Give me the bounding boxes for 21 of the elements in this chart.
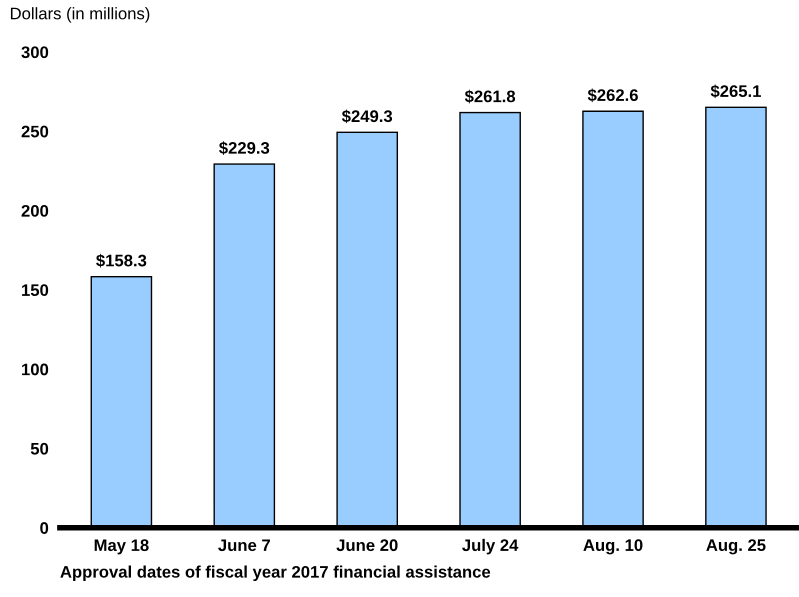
data-label: $262.6 bbox=[588, 88, 638, 102]
data-label: $158.3 bbox=[96, 254, 146, 268]
x-tick-label: Aug. 10 bbox=[583, 539, 642, 554]
x-tick-label: May 18 bbox=[94, 539, 149, 554]
x-axis-title: Approval dates of fiscal year 2017 financial assistance bbox=[60, 566, 490, 582]
data-label: $229.3 bbox=[219, 141, 270, 155]
x-tick-label: June 7 bbox=[218, 539, 270, 552]
y-tick-label: 300 bbox=[21, 46, 48, 58]
y-tick-label: 250 bbox=[22, 126, 48, 138]
data-label: $265.1 bbox=[710, 84, 761, 98]
y-tick-label: 50 bbox=[30, 442, 48, 455]
x-tick-label: June 20 bbox=[336, 539, 398, 552]
x-tick-label: July 24 bbox=[462, 538, 518, 554]
data-label: $249.3 bbox=[342, 110, 392, 124]
y-tick-label: 0 bbox=[40, 522, 48, 534]
x-tick-label: Aug. 25 bbox=[706, 539, 766, 554]
data-label: $261.8 bbox=[464, 90, 516, 104]
y-tick-label: 150 bbox=[22, 284, 48, 296]
y-tick-label: 100 bbox=[22, 364, 48, 376]
y-axis-title: Dollars (in millions) bbox=[10, 7, 150, 23]
y-tick-label: 200 bbox=[22, 204, 48, 217]
